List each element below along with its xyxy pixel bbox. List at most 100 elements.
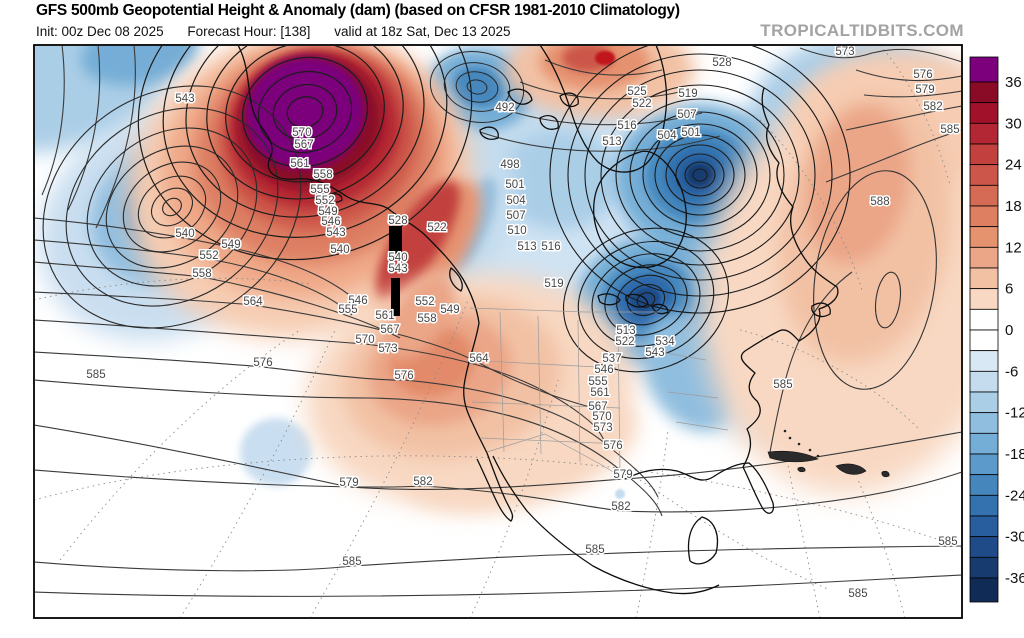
valid-time: valid at 18z Sat, Dec 13 2025 — [334, 24, 511, 39]
contour-label: 585 — [773, 379, 792, 391]
contour-label: 585 — [86, 369, 105, 381]
colorbar-cell — [969, 288, 999, 310]
contour-label: 498 — [500, 159, 519, 171]
colorbar-cell — [969, 370, 999, 393]
height-contour — [855, 69, 961, 82]
contour-label: 552 — [415, 296, 434, 308]
anomaly-region — [385, 275, 455, 361]
graticule-line — [739, 329, 921, 431]
height-contour-ring — [642, 123, 758, 227]
contour-label: 573 — [593, 422, 612, 434]
height-contour-ring — [286, 96, 324, 128]
contour-label: 540 — [175, 228, 194, 240]
colorbar-cell — [969, 102, 999, 124]
contour-label: 567 — [588, 401, 607, 413]
island — [797, 466, 806, 473]
small-island-dot — [788, 436, 792, 440]
contour-label: 561 — [375, 310, 394, 322]
height-contour-ring — [185, 46, 425, 218]
coastline — [449, 267, 463, 292]
height-contour-ring — [162, 197, 182, 217]
contour-label: 528 — [712, 57, 731, 69]
contour-label: 579 — [613, 469, 632, 481]
political-border — [469, 307, 660, 313]
contour-label: 522 — [632, 98, 651, 110]
contour-label: 585 — [940, 124, 959, 136]
contour-label: 558 — [417, 313, 436, 325]
contour-label: 522 — [427, 222, 446, 234]
contour-label: 519 — [544, 278, 563, 290]
height-contour — [35, 291, 609, 413]
colorbar-tick-label: 36 — [1005, 74, 1022, 91]
contour-label: 576 — [603, 440, 622, 452]
height-contour-ring — [692, 168, 708, 182]
coastline — [597, 293, 669, 315]
contour-label: 555 — [338, 304, 357, 316]
coastline — [740, 87, 839, 468]
height-contour-ring — [429, 51, 525, 123]
colorbar-cell — [969, 556, 999, 579]
contour-label: 549 — [221, 239, 240, 251]
colorbar-cell — [969, 143, 999, 166]
height-contour-ring — [636, 292, 656, 308]
colorbar-cell — [969, 474, 999, 496]
contour-label: 513 — [616, 325, 635, 337]
colorbar-tick-label: -12 — [1005, 405, 1024, 422]
political-border — [617, 327, 621, 473]
political-border — [499, 311, 505, 453]
height-contour — [41, 46, 65, 196]
height-contour — [519, 81, 685, 100]
colorbar-top-cap — [969, 56, 999, 83]
contour-label: 540 — [330, 244, 349, 256]
anomaly-region — [35, 46, 181, 153]
height-contour-ring — [150, 187, 194, 227]
contour-label: 576 — [394, 370, 413, 382]
contour-label: 573 — [378, 343, 397, 355]
colorbar-cell — [969, 226, 999, 248]
height-contour-ring — [137, 46, 473, 261]
small-island-dot — [816, 454, 820, 458]
anomaly-region — [686, 163, 714, 187]
colorbar-tick-label: -24 — [1005, 487, 1024, 504]
contour-label: 570 — [292, 127, 311, 139]
height-contour-ring — [455, 71, 499, 103]
contour-label: 501 — [681, 127, 700, 139]
height-contour-ring — [600, 84, 800, 266]
coastline — [687, 516, 719, 565]
height-contour — [479, 131, 721, 152]
height-contour-ring — [577, 240, 715, 360]
anomaly-region — [240, 418, 312, 486]
colorbar-cell — [969, 536, 999, 558]
political-border — [465, 359, 617, 369]
contour-label: 579 — [915, 84, 934, 96]
height-contour-ring — [42, 85, 302, 329]
contour-label: 585 — [848, 588, 867, 600]
contour-label: 582 — [923, 101, 942, 113]
contour-label: 507 — [677, 109, 696, 121]
contour-label: 516 — [541, 241, 560, 253]
anomaly-region — [615, 489, 625, 499]
height-contour-ring — [604, 264, 688, 336]
contour-label: 528 — [388, 215, 407, 227]
height-contour-ring — [206, 46, 404, 200]
height-contour — [35, 239, 353, 316]
graticule-line — [59, 329, 301, 561]
init-time: Init: 00z Dec 08 2025 — [36, 24, 164, 39]
colorbar-cell — [969, 184, 999, 207]
contour-label: 564 — [243, 296, 263, 308]
colorbar-tick-label: 18 — [1005, 198, 1022, 215]
colorbar-cell — [969, 391, 999, 414]
coastline — [539, 46, 668, 173]
contour-label: 507 — [506, 210, 525, 222]
height-contour-ring — [591, 253, 701, 347]
height-contour — [845, 105, 961, 131]
height-contour — [35, 469, 961, 513]
coastline — [593, 150, 687, 269]
contour-label: 543 — [645, 347, 664, 359]
contour-label: 585 — [342, 556, 361, 568]
colorbar-cell — [969, 164, 999, 186]
contour-label: 546 — [594, 364, 613, 376]
political-border — [479, 437, 623, 445]
contour-label: 549 — [440, 304, 459, 316]
